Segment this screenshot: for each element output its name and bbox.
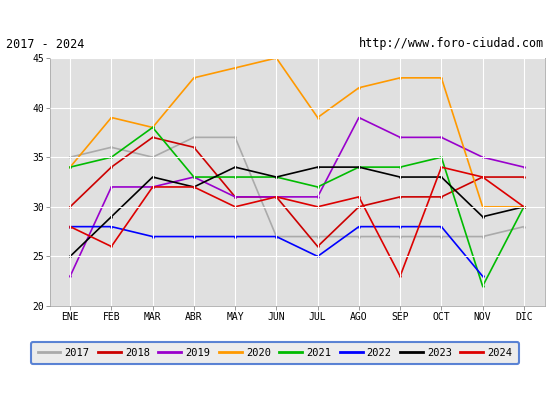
Text: Evolucion del paro registrado en Huélago: Evolucion del paro registrado en Huélago [100,7,450,23]
Text: 2017 - 2024: 2017 - 2024 [6,38,84,50]
Text: http://www.foro-ciudad.com: http://www.foro-ciudad.com [359,38,544,50]
Legend: 2017, 2018, 2019, 2020, 2021, 2022, 2023, 2024: 2017, 2018, 2019, 2020, 2021, 2022, 2023… [31,342,519,364]
